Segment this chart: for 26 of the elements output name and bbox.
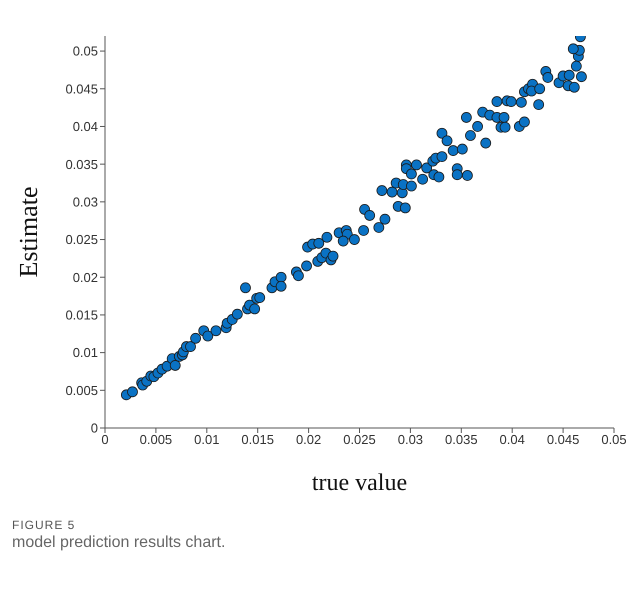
x-tick-label: 0.03 (398, 432, 424, 448)
x-tick-label: 0 (101, 432, 109, 448)
x-axis-title: true value (312, 470, 408, 496)
y-tick-label: 0.03 (72, 194, 98, 210)
y-tick-label: 0.02 (72, 270, 98, 285)
x-tick-label: 0.045 (546, 432, 580, 448)
y-tick-label: 0.05 (72, 44, 98, 59)
x-tick-label: 0.01 (194, 432, 220, 448)
text: model prediction results chart. (12, 534, 226, 552)
x-tick-label: 0.04 (500, 432, 525, 448)
x-tick-label: 0.015 (241, 432, 274, 448)
x-tick-label: 0.02 (296, 432, 322, 448)
y-tick-label: 0.045 (65, 81, 98, 96)
y-tick-label: 0.035 (65, 156, 98, 172)
x-tick-label: 0.05 (601, 432, 627, 448)
y-tick-label: 0 (90, 420, 98, 436)
y-tick-label: 0.025 (65, 232, 98, 248)
y-tick-label: 0.04 (72, 119, 98, 134)
y-tick-label: 0.01 (72, 345, 98, 360)
y-axis-title: Estimate (14, 186, 44, 278)
x-tick-label: 0.025 (343, 432, 376, 448)
x-tick-label: 0.035 (445, 432, 478, 448)
y-tick-label: 0.015 (65, 308, 98, 323)
x-tick-label: 0.005 (140, 432, 172, 448)
y-tick-label: 0.005 (65, 382, 98, 398)
caption: FIGURE 5 (12, 518, 76, 532)
